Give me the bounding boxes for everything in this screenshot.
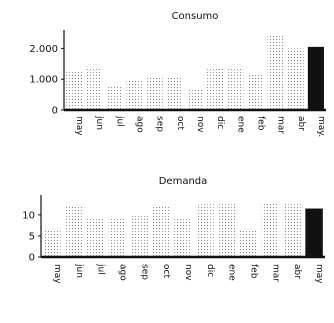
x-tick-label: nov [183,264,193,281]
bar-nov [186,88,204,110]
x-tick-label: mar [270,264,280,282]
bar-abr [287,48,304,110]
x-tick-label: may [52,264,62,284]
x-tick-label: ago [135,116,145,133]
bar-may [307,46,324,110]
demanda-chart: Demanda 0 5 10 may jun jul ago sep oct nov dic ene fe… [22,176,325,284]
x-tick-label: feb [255,116,265,131]
bar-sep [130,214,149,257]
x-tick-label: may [74,116,84,136]
bar-mar [261,202,280,257]
bar-ago [108,219,127,257]
x-tick-label: abr [292,264,302,279]
bar-nov [174,219,192,257]
chart-title: Demanda [159,176,208,187]
bar-may [43,229,61,257]
x-tick-label: feb [249,264,259,279]
bar-feb [239,229,258,257]
y-tick-label: 2.000 [29,44,58,55]
bar-sep [146,76,163,110]
bar-ago [126,79,143,110]
bar-ene [217,204,236,257]
x-tick-label: may [314,264,324,284]
x-tick-label: jul [114,115,124,127]
x-tick-label: jun [74,263,84,278]
bar-may [66,69,83,110]
y-tick-label: 0 [29,253,35,264]
bar-ene [227,66,244,110]
x-tick-label: oct [161,264,171,278]
x-tick-label: oct [175,116,185,130]
x-tick-label: may. [316,116,326,137]
x-tick-label: nov [195,116,205,133]
y-tick-label: 1.000 [29,75,58,86]
bar-jun [86,66,103,110]
x-tick-label: sep [139,264,149,280]
bar-mar [267,36,284,110]
x-tick-label: jul [96,263,106,275]
bar-dic [196,204,214,257]
bar-may [305,208,323,257]
bar-dic [207,66,224,110]
consumo-chart: Consumo 0 1.000 2.000 may jun jul ago sep oct nov d… [29,11,326,137]
chart-title: Consumo [172,11,219,22]
x-tick-label: jun [94,115,104,130]
x-tick-label: ene [235,116,245,133]
y-tick-label: 10 [22,210,35,221]
x-tick-label: dic [205,264,215,277]
bar-oct [166,76,183,110]
bar-jul [86,219,105,257]
x-tick-label: ene [227,264,237,281]
x-tick-label: dic [215,116,225,129]
bar-jul [106,85,123,110]
y-tick-label: 5 [29,231,35,242]
x-tick-label: sep [155,116,165,132]
y-tick-label: 0 [52,106,58,117]
x-tick-label: mar [276,116,286,134]
bar-jun [65,206,83,257]
bar-abr [283,204,301,257]
x-tick-label: ago [117,264,127,281]
bar-oct [152,206,170,257]
x-tick-label: abr [296,116,306,131]
bar-feb [247,74,264,110]
